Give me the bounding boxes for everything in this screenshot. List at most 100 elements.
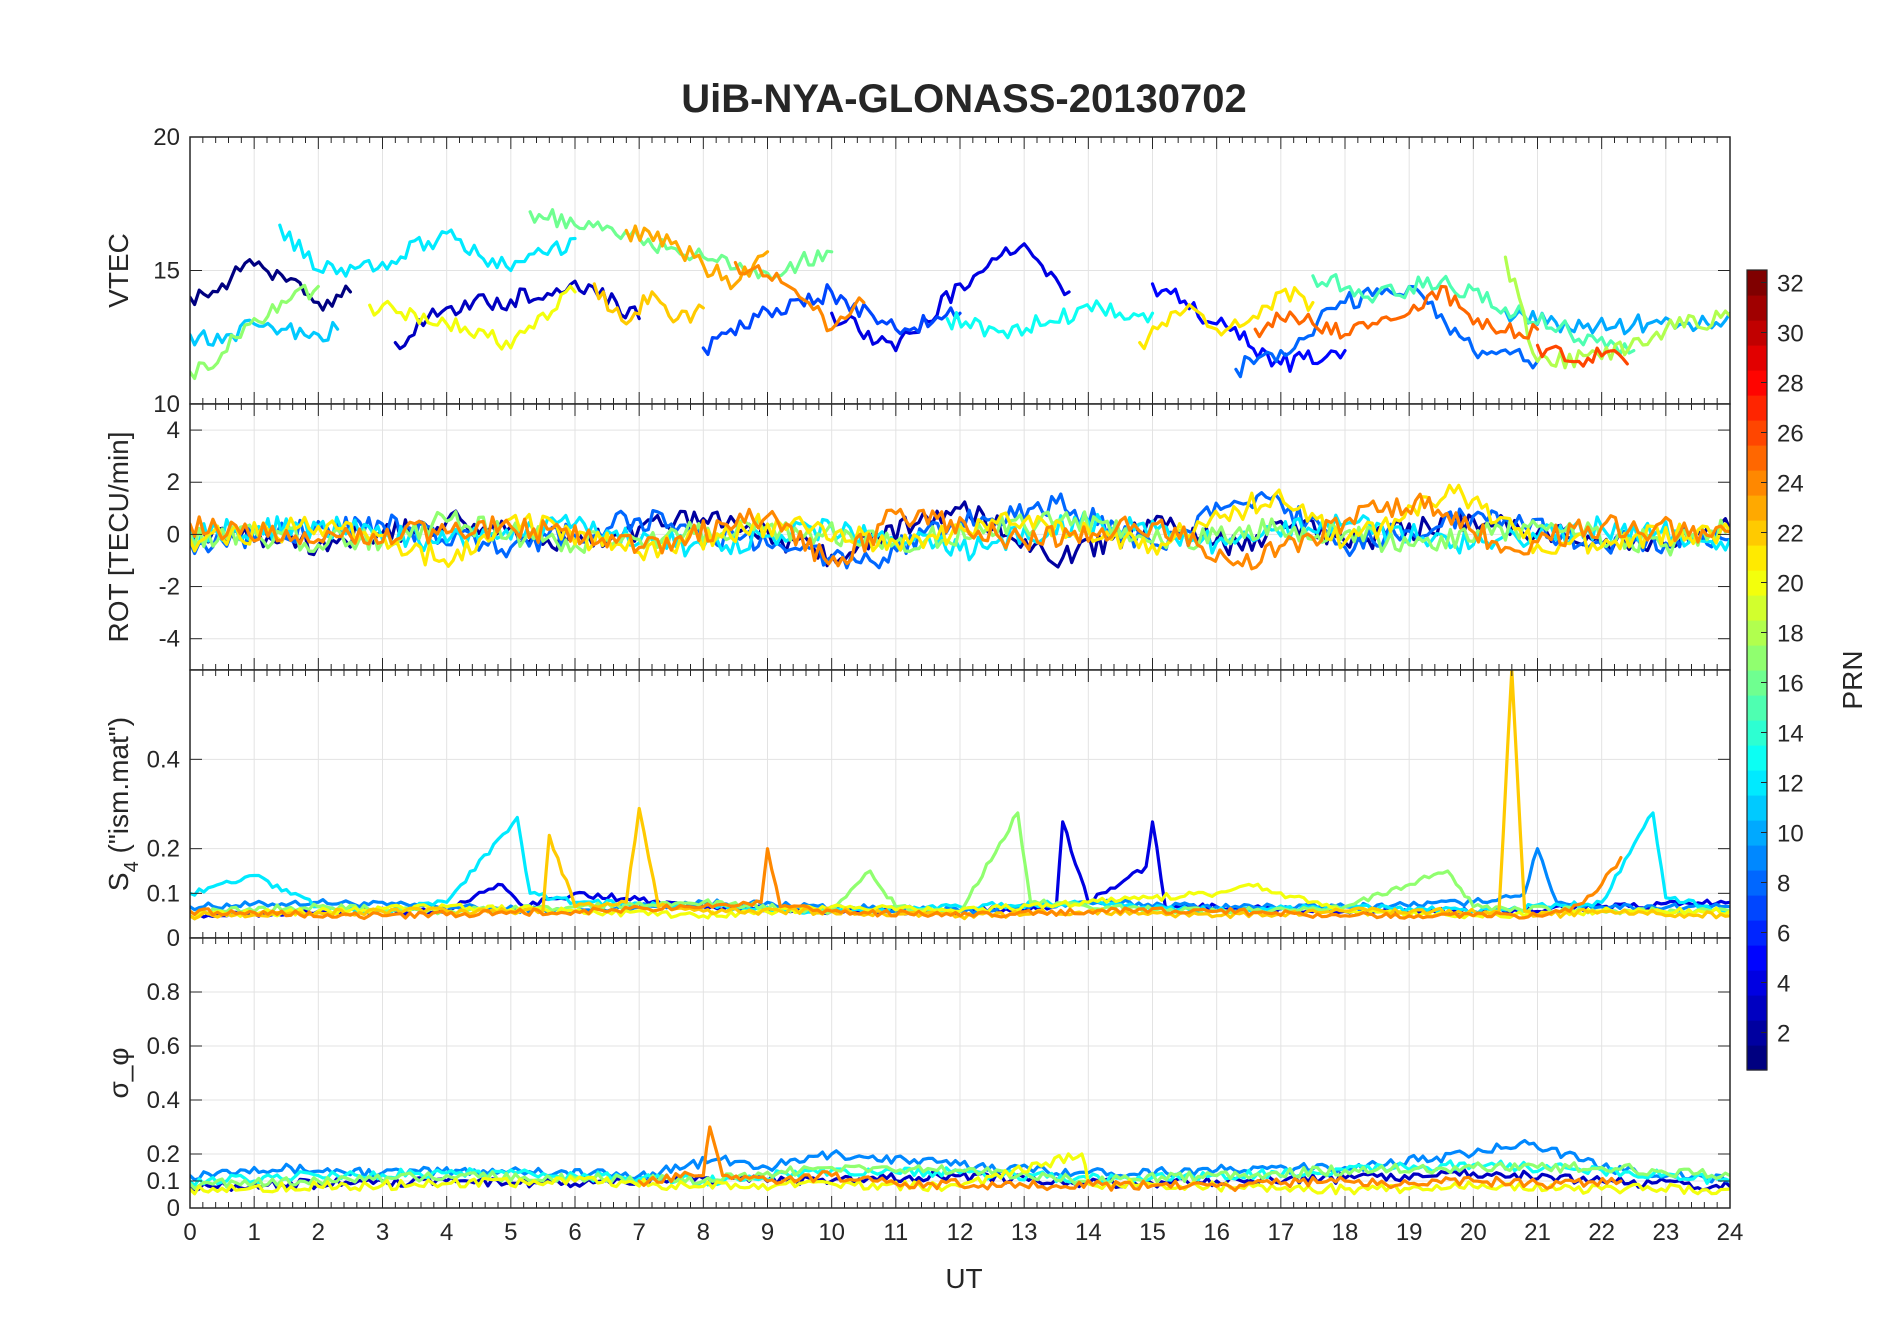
colorbar-tick-label: 28	[1777, 371, 1804, 398]
x-tick-label: 18	[1332, 1219, 1359, 1246]
series-line-prn-26	[1535, 343, 1629, 368]
panel-1: 10 15 20 VTEC	[103, 124, 1731, 418]
y-axis-label: VTEC	[103, 233, 134, 308]
colorbar-segment	[1747, 945, 1767, 971]
y-tick-label: 4	[167, 417, 180, 444]
series-line-prn-11	[190, 318, 340, 347]
x-tick-label: 14	[1075, 1219, 1102, 1246]
series-group	[190, 208, 1730, 380]
x-tick-label: 22	[1588, 1219, 1615, 1246]
y-axis-label-rest: ("ism.mat")	[103, 717, 134, 861]
series-line-prn-12	[278, 223, 577, 278]
colorbar-tick-label: 6	[1777, 921, 1790, 948]
colorbar-segment	[1747, 570, 1767, 596]
series-line-prn-24	[637, 1125, 1623, 1193]
colorbar-segment	[1747, 895, 1767, 921]
series-line-prn-4	[830, 242, 1071, 353]
y-axis-label: σ_φ	[103, 1047, 134, 1098]
y-tick-label: 0.1	[147, 1168, 180, 1195]
y-tick-label: 10	[153, 391, 180, 418]
colorbar-segment	[1747, 545, 1767, 571]
x-tick-label: 0	[183, 1219, 196, 1246]
series-line-prn-8	[1234, 284, 1540, 379]
colorbar-segment	[1747, 320, 1767, 346]
x-tick-label: 1	[247, 1219, 260, 1246]
series-line-prn-13	[945, 299, 1155, 340]
colorbar-segment	[1747, 620, 1767, 646]
colorbar-tick-label: 4	[1777, 971, 1790, 998]
colorbar-segment	[1747, 270, 1767, 296]
series-line-prn-24	[190, 847, 1623, 921]
colorbar-segment	[1747, 395, 1767, 421]
colorbar-segment	[1747, 970, 1767, 996]
y-tick-label: 0.1	[147, 880, 180, 907]
panel-4: 00.10.20.40.60.8σ_φ0 1 2 3 4 5 6 7 8 9 10 11 12 13 14 1…	[103, 937, 1744, 1246]
colorbar-segment	[1747, 645, 1767, 671]
x-tick-label: 9	[761, 1219, 774, 1246]
colorbar-segment	[1747, 720, 1767, 746]
series-line-prn-9	[190, 1138, 1730, 1184]
x-axis-label: UT	[945, 1263, 982, 1294]
series-line-prn-1	[190, 258, 352, 312]
chart-title: UiB-NYA-GLONASS-20130702	[681, 77, 1246, 121]
x-tick-label: 21	[1524, 1219, 1551, 1246]
y-tick-label: 0.8	[147, 979, 180, 1006]
colorbar-tick-label: 26	[1777, 421, 1804, 448]
colorbar-tick-label: 18	[1777, 621, 1804, 648]
colorbar-segment	[1747, 745, 1767, 771]
y-tick-label: 20	[153, 124, 180, 151]
x-tick-label: 24	[1717, 1219, 1744, 1246]
x-tick-label: 15	[1139, 1219, 1166, 1246]
colorbar-tick-label: 24	[1777, 471, 1804, 498]
panel-3: 00.10.20.4S4 ("ism.mat")	[103, 669, 1731, 952]
colorbar-segment	[1747, 420, 1767, 446]
x-tick-label: 13	[1011, 1219, 1038, 1246]
colorbar-segment	[1747, 695, 1767, 721]
y-tick-label: 0.4	[147, 1087, 180, 1114]
colorbar-tick-label: 8	[1777, 871, 1790, 898]
y-axis-label: ROT [TECU/min]	[103, 431, 134, 642]
y-axis-label-main: S	[103, 872, 134, 891]
x-tick-label: 16	[1203, 1219, 1230, 1246]
y-axis-label-sub: 4	[121, 861, 143, 872]
y-tick-label: 2	[167, 469, 180, 496]
colorbar-tick-label: 16	[1777, 671, 1804, 698]
y-tick-label: 0.2	[147, 1141, 180, 1168]
series-group	[190, 1125, 1730, 1196]
x-tick-label: 6	[568, 1219, 581, 1246]
series-line-prn-17	[190, 510, 1730, 557]
colorbar-tick-label: 30	[1777, 321, 1804, 348]
colorbar-segment	[1747, 670, 1767, 696]
series-line-prn-23	[624, 224, 770, 291]
x-tick-label: 4	[440, 1219, 453, 1246]
series-line-prn-24	[190, 492, 1730, 571]
x-tick-label: 17	[1267, 1219, 1294, 1246]
series-line-prn-24	[733, 260, 866, 333]
y-tick-label: 0.6	[147, 1033, 180, 1060]
series-line-prn-13	[190, 1159, 1730, 1188]
series-line-prn-21	[1138, 286, 1315, 351]
panel-2: -4 -2 0 2 4 ROT [TECU/min]	[103, 403, 1731, 671]
x-tick-label: 11	[883, 1219, 908, 1246]
colorbar-segment	[1747, 820, 1767, 846]
series-line-prn-15	[1311, 273, 1636, 356]
colorbar-segment	[1747, 445, 1767, 471]
colorbar-segment	[1747, 1020, 1767, 1046]
series-line-prn-17	[190, 1161, 1730, 1191]
y-tick-label: -4	[159, 626, 180, 653]
colorbar-segment	[1747, 370, 1767, 396]
x-tick-label: 20	[1460, 1219, 1487, 1246]
x-tick-label: 19	[1396, 1219, 1423, 1246]
y-tick-label: 0	[167, 925, 180, 952]
colorbar-segment	[1747, 595, 1767, 621]
y-tick-label: 0	[167, 521, 180, 548]
series-line-prn-5	[1150, 282, 1347, 373]
colorbar-segment	[1747, 795, 1767, 821]
series-line-prn-17	[190, 283, 320, 380]
x-tick-label: 8	[697, 1219, 710, 1246]
colorbar-tick-label: 22	[1777, 521, 1804, 548]
colorbar-tick-label: 32	[1777, 271, 1804, 298]
colorbar-segment	[1747, 495, 1767, 521]
